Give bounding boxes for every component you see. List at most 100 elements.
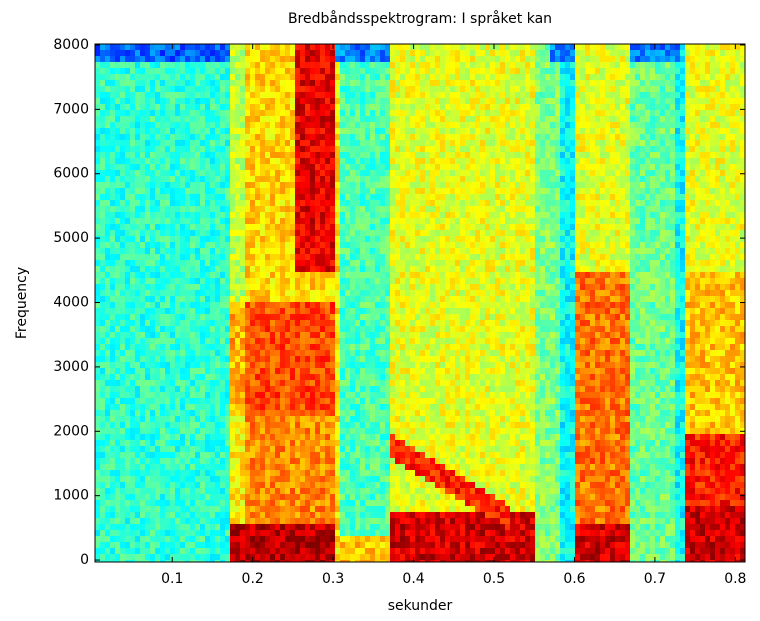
spectrogram-cell xyxy=(325,50,330,56)
spectrogram-cell xyxy=(270,56,275,62)
spectrogram-cell xyxy=(190,92,195,98)
spectrogram-cell xyxy=(95,488,100,494)
spectrogram-cell xyxy=(115,164,120,170)
spectrogram-cell xyxy=(175,116,180,122)
spectrogram-cell xyxy=(260,278,265,284)
spectrogram-cell xyxy=(350,332,355,338)
spectrogram-cell xyxy=(250,320,255,326)
spectrogram-cell xyxy=(240,278,245,284)
spectrogram-cell xyxy=(205,554,210,560)
spectrogram-cell xyxy=(275,518,280,524)
spectrogram-cell xyxy=(250,422,255,428)
spectrogram-cell xyxy=(160,176,165,182)
spectrogram-cell xyxy=(195,314,200,320)
spectrogram-cell xyxy=(180,518,185,524)
spectrogram-cell xyxy=(275,158,280,164)
spectrogram-cell xyxy=(165,140,170,146)
spectrogram-cell xyxy=(335,500,340,506)
spectrogram-cell xyxy=(250,242,255,248)
spectrogram-cell xyxy=(365,434,370,440)
spectrogram-cell xyxy=(140,380,145,386)
spectrogram-cell xyxy=(175,122,180,128)
spectrogram-cell xyxy=(180,200,185,206)
spectrogram-cell xyxy=(115,344,120,350)
spectrogram-cell xyxy=(115,224,120,230)
spectrogram-cell xyxy=(350,458,355,464)
spectrogram-cell xyxy=(370,92,375,98)
spectrogram-cell xyxy=(200,380,205,386)
spectrogram-cell xyxy=(370,398,375,404)
spectrogram-cell xyxy=(375,176,380,182)
spectrogram-cell xyxy=(275,272,280,278)
spectrogram-cell xyxy=(320,368,325,374)
spectrogram-cell xyxy=(145,140,150,146)
spectrogram-cell xyxy=(280,296,285,302)
spectrogram-cell xyxy=(210,344,215,350)
spectrogram-cell xyxy=(345,80,350,86)
spectrogram-cell xyxy=(100,320,105,326)
spectrogram-cell xyxy=(300,242,305,248)
spectrogram-cell xyxy=(315,482,320,488)
spectrogram-cell xyxy=(275,146,280,152)
spectrogram-cell xyxy=(360,158,365,164)
spectrogram-cell xyxy=(245,560,250,562)
spectrogram-cell xyxy=(280,386,285,392)
spectrogram-cell xyxy=(165,512,170,518)
spectrogram-cell xyxy=(140,374,145,380)
spectrogram-cell xyxy=(365,194,370,200)
spectrogram-cell xyxy=(325,230,330,236)
spectrogram-cell xyxy=(185,350,190,356)
spectrogram-cell xyxy=(270,320,275,326)
spectrogram-cell xyxy=(330,92,335,98)
spectrogram-cell xyxy=(375,524,380,530)
spectrogram-cell xyxy=(160,266,165,272)
spectrogram-cell xyxy=(305,470,310,476)
spectrogram-cell xyxy=(145,230,150,236)
spectrogram-cell xyxy=(130,170,135,176)
spectrogram-cell xyxy=(130,350,135,356)
spectrogram-cell xyxy=(250,470,255,476)
spectrogram-cell xyxy=(190,86,195,92)
spectrogram-cell xyxy=(360,146,365,152)
spectrogram-cell xyxy=(155,506,160,512)
spectrogram-cell xyxy=(215,86,220,92)
spectrogram-cell xyxy=(255,428,260,434)
spectrogram-cell xyxy=(255,344,260,350)
spectrogram-cell xyxy=(295,344,300,350)
spectrogram-cell xyxy=(325,488,330,494)
spectrogram-cell xyxy=(165,134,170,140)
spectrogram-cell xyxy=(115,158,120,164)
spectrogram-cell xyxy=(200,284,205,290)
spectrogram-cell xyxy=(255,182,260,188)
spectrogram-cell xyxy=(165,308,170,314)
spectrogram-cell xyxy=(215,50,220,56)
spectrogram-cell xyxy=(240,374,245,380)
spectrogram-cell xyxy=(350,482,355,488)
spectrogram-cell xyxy=(300,386,305,392)
spectrogram-cell xyxy=(335,398,340,404)
spectrogram-cell xyxy=(140,248,145,254)
spectrogram-cell xyxy=(225,146,230,152)
spectrogram-cell xyxy=(155,116,160,122)
spectrogram-cell xyxy=(215,470,220,476)
spectrogram-cell xyxy=(350,182,355,188)
spectrogram-cell xyxy=(290,338,295,344)
spectrogram-cell xyxy=(125,326,130,332)
spectrogram-cell xyxy=(365,512,370,518)
spectrogram-cell xyxy=(335,176,340,182)
spectrogram-cell xyxy=(320,536,325,542)
spectrogram-cell xyxy=(130,176,135,182)
spectrogram-cell xyxy=(190,152,195,158)
spectrogram-cell xyxy=(255,398,260,404)
spectrogram-cell xyxy=(350,56,355,62)
spectrogram-cell xyxy=(105,128,110,134)
spectrogram-cell xyxy=(335,302,340,308)
spectrogram-cell xyxy=(210,188,215,194)
spectrogram-cell xyxy=(210,104,215,110)
spectrogram-cell xyxy=(365,368,370,374)
spectrogram-cell xyxy=(330,332,335,338)
spectrogram-cell xyxy=(320,386,325,392)
spectrogram-cell xyxy=(130,524,135,530)
spectrogram-cell xyxy=(210,542,215,548)
spectrogram-cell xyxy=(350,488,355,494)
